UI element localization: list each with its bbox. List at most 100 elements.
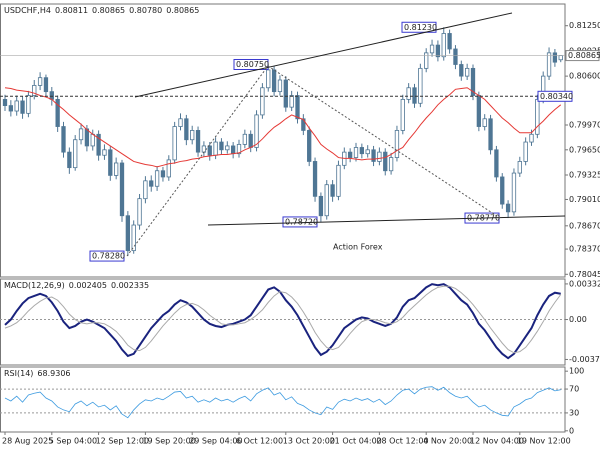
candle-body [207, 145, 212, 156]
candle-body [20, 100, 25, 114]
candle-body [441, 33, 446, 58]
candle-body [178, 118, 183, 127]
level-box [537, 90, 573, 102]
x-tick-label: 13 Oct 20:00 [283, 437, 335, 446]
x-tick-label: 5 Sep 04:00 [49, 437, 97, 446]
candle-body [61, 126, 66, 153]
y-tick-label: 0.80600 [569, 72, 600, 81]
candle-body [535, 98, 540, 135]
x-tick-label: 28 Aug 2025 [2, 437, 53, 446]
candle-body [289, 95, 294, 108]
indicator-line [4, 283, 561, 360]
y-tick-label: 0.78045 [569, 270, 600, 279]
candle-body [172, 126, 177, 161]
candle-body [406, 87, 411, 100]
x-tick-label: 12 Nov 04:00 [470, 437, 524, 446]
candle-body [394, 130, 400, 158]
candle-body [482, 118, 487, 127]
candle-body [500, 176, 505, 205]
candle-body [529, 133, 534, 143]
y-tick-label: -0.003723 [569, 355, 600, 364]
candle-body [347, 151, 353, 158]
candle-body [511, 172, 517, 213]
candle-body [266, 69, 271, 89]
pane-frame [0, 278, 566, 366]
candle-body [114, 162, 119, 176]
candle-body [464, 67, 470, 77]
candle-body [55, 98, 60, 127]
candle-body [149, 180, 154, 187]
pane-header: MACD(12,26,9) 0.002405 0.002335 [4, 281, 149, 290]
candle-body [32, 85, 37, 96]
moving-average [4, 87, 562, 168]
candle-body [213, 141, 218, 156]
y-tick-label: 70 [569, 385, 579, 394]
price-box [233, 58, 269, 70]
candle-body [383, 151, 388, 172]
candle-body [447, 33, 452, 50]
y-tick-label: 0.003321 [569, 279, 600, 288]
drawing-tools [126, 12, 566, 257]
price-label: 0.78720 [285, 217, 318, 226]
candle-body [160, 170, 166, 178]
header-value: 0.002405 [69, 281, 107, 290]
candle-body [195, 130, 201, 153]
candle-body [166, 159, 171, 178]
candle-body [301, 118, 306, 131]
candle-body [552, 52, 558, 63]
y-tick-label: 0.79650 [569, 145, 600, 154]
candle-body [236, 143, 242, 155]
header-value: 0.80811 [55, 6, 88, 15]
candle-body [412, 87, 417, 104]
pane-frame [0, 3, 566, 278]
candle-body [154, 170, 160, 187]
y-tick-label: 0.78370 [569, 245, 600, 254]
candle-body [230, 145, 236, 155]
candle-body [453, 48, 458, 65]
y-tick-label: 0.79010 [569, 195, 600, 204]
watermark: Action Forex [333, 243, 383, 252]
candle-body [102, 149, 107, 156]
candle-body [225, 145, 230, 151]
candle-body [318, 195, 324, 217]
header-value: 68.9306 [37, 369, 70, 378]
candle-body [96, 133, 101, 156]
candle-body [131, 224, 136, 252]
candle-body [424, 52, 429, 69]
candle-body [219, 141, 224, 151]
x-tick-label: 29 Sep 04:00 [189, 437, 242, 446]
y-tick-label: 0.00 [569, 315, 587, 324]
candle-body [459, 64, 464, 77]
candle-body [49, 91, 54, 100]
candle-body [277, 79, 283, 93]
candle-body [67, 151, 72, 169]
candle-body [8, 105, 14, 112]
candle-body [558, 55, 563, 61]
x-tick-label: 28 Oct 12:00 [376, 437, 428, 446]
candle-body [488, 118, 493, 151]
candle-body [37, 77, 43, 86]
candle-body [359, 147, 365, 155]
candle-body [470, 67, 476, 96]
candle-body [517, 161, 522, 174]
candle-body [377, 151, 382, 162]
dotted-trendline [126, 65, 269, 257]
x-tick-label: 6 Oct 12:00 [236, 437, 283, 446]
y-tick-label: 0.79325 [569, 171, 600, 180]
candle-body [336, 164, 341, 197]
x-tick-label: 4 Nov 20:00 [423, 437, 472, 446]
candle-body [125, 215, 130, 252]
candle-body [201, 145, 207, 153]
header-value: 0.002335 [111, 281, 149, 290]
candle-body [295, 95, 300, 120]
pane-frame [0, 366, 566, 433]
indicator-line [4, 285, 562, 354]
candle-body [248, 133, 253, 148]
pane-header: RSI(14) 68.9306 [4, 369, 71, 378]
y-tick-label: 0.78670 [569, 221, 600, 230]
header-value: 0.80865 [166, 6, 199, 15]
lower-trendline [207, 215, 566, 226]
candle-body [476, 95, 482, 127]
pane-title: MACD(12,26,9) [4, 281, 65, 290]
